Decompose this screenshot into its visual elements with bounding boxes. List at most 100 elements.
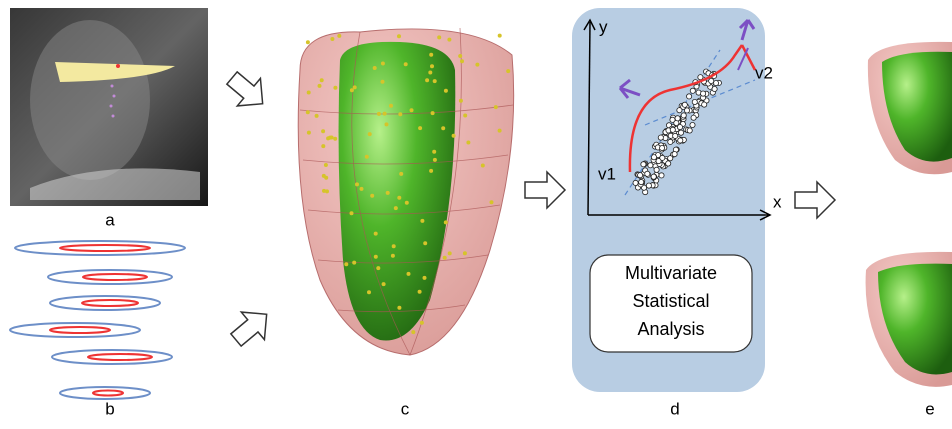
- control-point: [318, 84, 322, 88]
- control-point: [397, 34, 401, 38]
- control-point: [444, 89, 448, 93]
- control-point: [367, 290, 371, 294]
- control-point: [321, 144, 325, 148]
- scatter-point: [668, 139, 673, 144]
- control-point: [326, 136, 330, 140]
- control-point: [418, 126, 422, 130]
- scatter-point: [687, 94, 692, 99]
- control-point: [425, 78, 429, 82]
- control-point: [418, 290, 422, 294]
- scatter-point: [668, 156, 673, 161]
- control-point: [433, 79, 437, 83]
- control-point: [459, 99, 463, 103]
- scatter-point: [687, 128, 692, 133]
- control-point: [353, 85, 357, 89]
- control-point: [376, 266, 380, 270]
- control-point: [315, 114, 319, 118]
- scatter-point: [691, 115, 696, 120]
- scatter-point: [681, 113, 686, 118]
- control-point: [399, 172, 403, 176]
- control-point: [429, 169, 433, 173]
- figure: a b c: [0, 0, 952, 424]
- control-point: [443, 256, 447, 260]
- panel-label: d: [670, 399, 679, 418]
- scatter-point: [673, 133, 678, 138]
- scatter-point: [692, 99, 697, 104]
- control-point: [381, 80, 385, 84]
- control-point: [463, 251, 467, 255]
- scatter-point: [651, 155, 656, 160]
- control-point: [355, 182, 359, 186]
- panel-label: c: [401, 399, 410, 418]
- scatter-point: [666, 161, 671, 166]
- control-point: [333, 137, 337, 141]
- control-point: [441, 126, 445, 130]
- box-text: Multivariate: [625, 263, 717, 283]
- control-point: [322, 189, 326, 193]
- scatter-point: [702, 102, 707, 107]
- control-point: [307, 131, 311, 135]
- control-point: [324, 163, 328, 167]
- scatter-point: [654, 167, 659, 172]
- heart-models-small: [866, 42, 952, 387]
- control-point: [420, 321, 424, 325]
- control-point: [404, 62, 408, 66]
- scatter-point: [709, 78, 714, 83]
- scatter-point: [670, 127, 675, 132]
- scatter-point: [712, 86, 717, 91]
- control-point: [350, 88, 354, 92]
- control-point: [431, 111, 435, 115]
- control-point: [368, 132, 372, 136]
- panel-label: a: [105, 210, 115, 229]
- control-point: [398, 112, 402, 116]
- scatter-point: [651, 174, 656, 179]
- control-point: [365, 155, 369, 159]
- scatter-point: [641, 162, 646, 167]
- control-point: [430, 64, 434, 68]
- panel-label: e: [925, 399, 934, 418]
- vector-label: v2: [755, 63, 773, 82]
- box-text: Analysis: [637, 319, 704, 339]
- box-text: Statistical: [632, 291, 709, 311]
- control-point: [330, 136, 334, 140]
- control-point: [370, 194, 374, 198]
- axis-label: y: [599, 17, 608, 36]
- control-point: [397, 306, 401, 310]
- control-point: [389, 104, 393, 108]
- control-point: [466, 141, 470, 145]
- control-point: [481, 164, 485, 168]
- control-point: [498, 129, 502, 133]
- control-point: [405, 201, 409, 205]
- control-point: [320, 78, 324, 82]
- scatter-point: [633, 180, 638, 185]
- control-point: [410, 108, 414, 112]
- scatter-point: [659, 173, 664, 178]
- control-point: [475, 63, 479, 67]
- panel-label: b: [105, 399, 114, 418]
- scatter-point: [638, 173, 643, 178]
- scatter-point: [672, 152, 677, 157]
- scatter-point: [656, 159, 661, 164]
- scatter-point: [646, 183, 651, 188]
- control-point: [306, 110, 310, 114]
- control-point: [411, 330, 415, 334]
- control-point: [423, 276, 427, 280]
- control-point: [392, 244, 396, 248]
- control-point: [460, 59, 464, 63]
- control-point: [330, 37, 334, 41]
- scatter-point: [675, 116, 680, 121]
- contour-stack: [10, 241, 185, 399]
- scatter-point: [677, 125, 682, 130]
- control-point: [381, 62, 385, 66]
- scatter-point: [645, 171, 650, 176]
- control-point: [337, 34, 341, 38]
- control-point: [306, 40, 310, 44]
- scatter-point: [701, 91, 706, 96]
- control-point: [344, 262, 348, 266]
- scatter-point: [682, 102, 687, 107]
- control-point: [386, 191, 390, 195]
- control-point: [360, 187, 364, 191]
- control-point: [352, 261, 356, 265]
- control-point: [391, 254, 395, 258]
- control-point: [333, 86, 337, 90]
